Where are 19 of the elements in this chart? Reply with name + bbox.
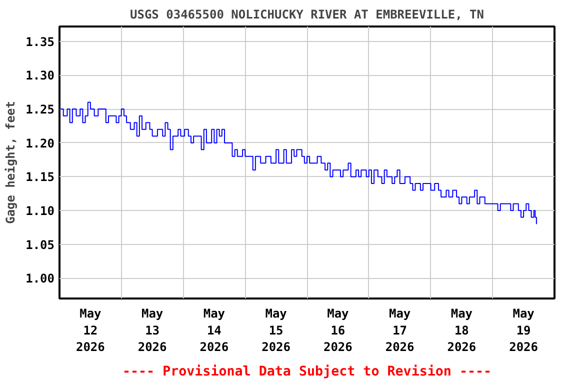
y-axis-title: Gage height, feet bbox=[4, 101, 18, 224]
y-tick-label: 1.20 bbox=[26, 136, 55, 150]
y-tick-label: 1.30 bbox=[26, 68, 55, 83]
y-tick-label: 1.25 bbox=[26, 102, 55, 117]
x-tick-label: May 17 2026 bbox=[385, 306, 414, 354]
y-tick-label: 1.00 bbox=[26, 272, 55, 286]
x-tick-label: May 12 2026 bbox=[76, 306, 105, 354]
x-tick-label: May 14 2026 bbox=[200, 306, 229, 354]
x-tick-label: May 15 2026 bbox=[262, 306, 291, 354]
y-tick-label: 1.05 bbox=[26, 238, 55, 252]
text: ---- Provisional Data Subject to Revision ---- bbox=[122, 364, 492, 380]
y-tick-label: 1.35 bbox=[26, 34, 55, 49]
y-tick-label: 1.10 bbox=[26, 204, 55, 218]
x-tick-label: May 19 2026 bbox=[509, 306, 538, 354]
x-tick-label: May 13 2026 bbox=[138, 306, 167, 354]
x-tick-label: May 16 2026 bbox=[323, 306, 352, 354]
chart-title: USGS 03465500 NOLICHUCKY RIVER AT EMBREEVILLE, TN bbox=[130, 8, 484, 22]
x-tick-label: May 18 2026 bbox=[447, 306, 476, 354]
y-tick-label: 1.15 bbox=[26, 170, 55, 184]
